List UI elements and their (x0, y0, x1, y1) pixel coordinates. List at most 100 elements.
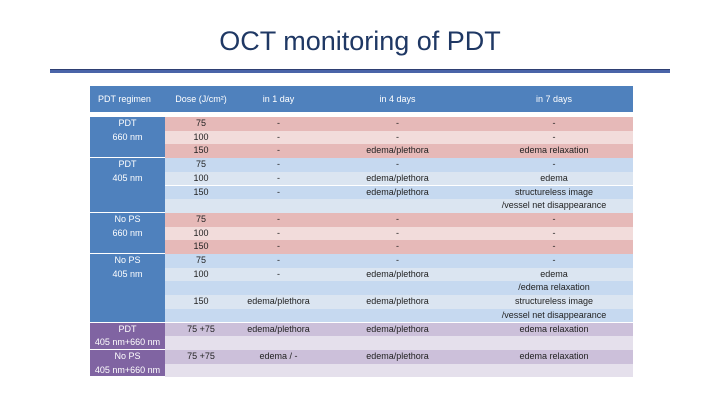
cell: 150 (193, 186, 209, 197)
cell: 100 (193, 172, 209, 183)
group-label: No PS (114, 350, 141, 361)
row-bg (165, 240, 633, 254)
cell: 75 (195, 213, 206, 224)
cell: - (277, 213, 280, 224)
cell: - (396, 213, 399, 224)
cell: edema/plethora (366, 145, 429, 156)
cell: edema/plethora (366, 186, 429, 197)
cell: /vessel net disappearance (501, 200, 607, 211)
group-label: No PS (114, 255, 141, 265)
cell: 100 (193, 227, 209, 238)
cell: - (396, 118, 399, 128)
cell: - (277, 268, 280, 279)
group-label-bg (90, 117, 165, 159)
cell: - (396, 227, 399, 238)
group-label: 660 nm (112, 131, 143, 142)
cell: - (396, 131, 399, 142)
group-label-bg (90, 322, 165, 350)
cell: - (277, 186, 280, 197)
cell: 75 +75 (187, 350, 215, 361)
group-label: 405 nm (112, 172, 143, 183)
cell: - (277, 145, 280, 156)
cell: edema (540, 268, 568, 279)
cell: - (396, 255, 399, 265)
group-label-bg (90, 212, 165, 254)
cell: edema/plethora (366, 172, 429, 183)
header-cell: in 1 day (262, 94, 295, 104)
row-bg (165, 158, 633, 172)
group-label: PDT (118, 323, 137, 334)
cell: 75 +75 (187, 323, 215, 334)
cell: 100 (193, 268, 209, 279)
cell: 75 (195, 118, 206, 128)
cell: /vessel net disappearance (501, 309, 607, 320)
cell: edema/plethora (366, 350, 429, 361)
cell: structureless image (514, 186, 594, 197)
cell: edema/plethora (247, 323, 310, 334)
cell: - (277, 172, 280, 183)
row-bg (165, 254, 633, 268)
cell: structureless image (514, 296, 594, 307)
row-bg (165, 144, 633, 159)
group-label: 405 nm+660 nm (94, 364, 161, 375)
cell: 75 (195, 159, 206, 170)
cell: - (396, 241, 399, 252)
group-label: 660 nm (112, 227, 143, 238)
group-label: PDT (118, 118, 137, 128)
cell: edema relaxation (519, 323, 589, 334)
header-row (90, 86, 633, 112)
row-bg (165, 226, 633, 241)
row-bg (165, 281, 633, 296)
header-cell: in 7 days (535, 94, 573, 104)
row-bg (165, 336, 633, 350)
cell: edema / - (259, 350, 298, 361)
row-bg (165, 308, 633, 323)
row-bg (165, 171, 633, 186)
cell: - (552, 227, 556, 238)
slide-title: OCT monitoring of PDT (219, 26, 501, 56)
header-cell: PDT regimen (98, 94, 151, 104)
cell: - (277, 255, 280, 265)
group-label: 405 nm (112, 268, 143, 279)
cell: - (552, 255, 556, 265)
cell: 150 (193, 296, 209, 307)
row-bg (165, 212, 633, 227)
cell: edema/plethora (247, 296, 310, 307)
cell: 100 (193, 131, 209, 142)
row-bg (165, 267, 633, 282)
cell: - (552, 118, 556, 128)
row-bg (165, 130, 633, 145)
cell: edema/plethora (366, 323, 429, 334)
group-label-bg (90, 158, 165, 213)
cell: - (552, 159, 556, 170)
cell: - (396, 159, 399, 170)
group-label-bg (90, 349, 165, 378)
group-label: 405 nm+660 nm (94, 337, 161, 348)
cell: - (277, 118, 280, 128)
row-bg (165, 185, 633, 200)
header-cell: Dose (J/cm²) (175, 94, 227, 104)
cell: 150 (193, 145, 209, 156)
cell: 75 (195, 255, 206, 265)
row-bg (165, 322, 633, 337)
group-label-bg (90, 254, 165, 323)
cell: - (552, 131, 556, 142)
cell: 150 (193, 241, 209, 252)
cell: edema/plethora (366, 268, 429, 279)
cell: edema relaxation (519, 350, 589, 361)
group-label: No PS (114, 213, 141, 224)
cell: edema/plethora (366, 296, 429, 307)
cell: - (277, 227, 280, 238)
cell: - (277, 131, 280, 142)
cell: /edema relaxation (518, 282, 590, 293)
row-bg (165, 295, 633, 309)
cell: edema relaxation (519, 145, 589, 156)
cell: - (552, 213, 556, 224)
cell: - (552, 241, 556, 252)
header-cell: in 4 days (379, 94, 416, 104)
row-bg (165, 117, 633, 131)
group-label: PDT (118, 159, 137, 170)
cell: - (277, 241, 280, 252)
cell: edema (540, 172, 568, 183)
